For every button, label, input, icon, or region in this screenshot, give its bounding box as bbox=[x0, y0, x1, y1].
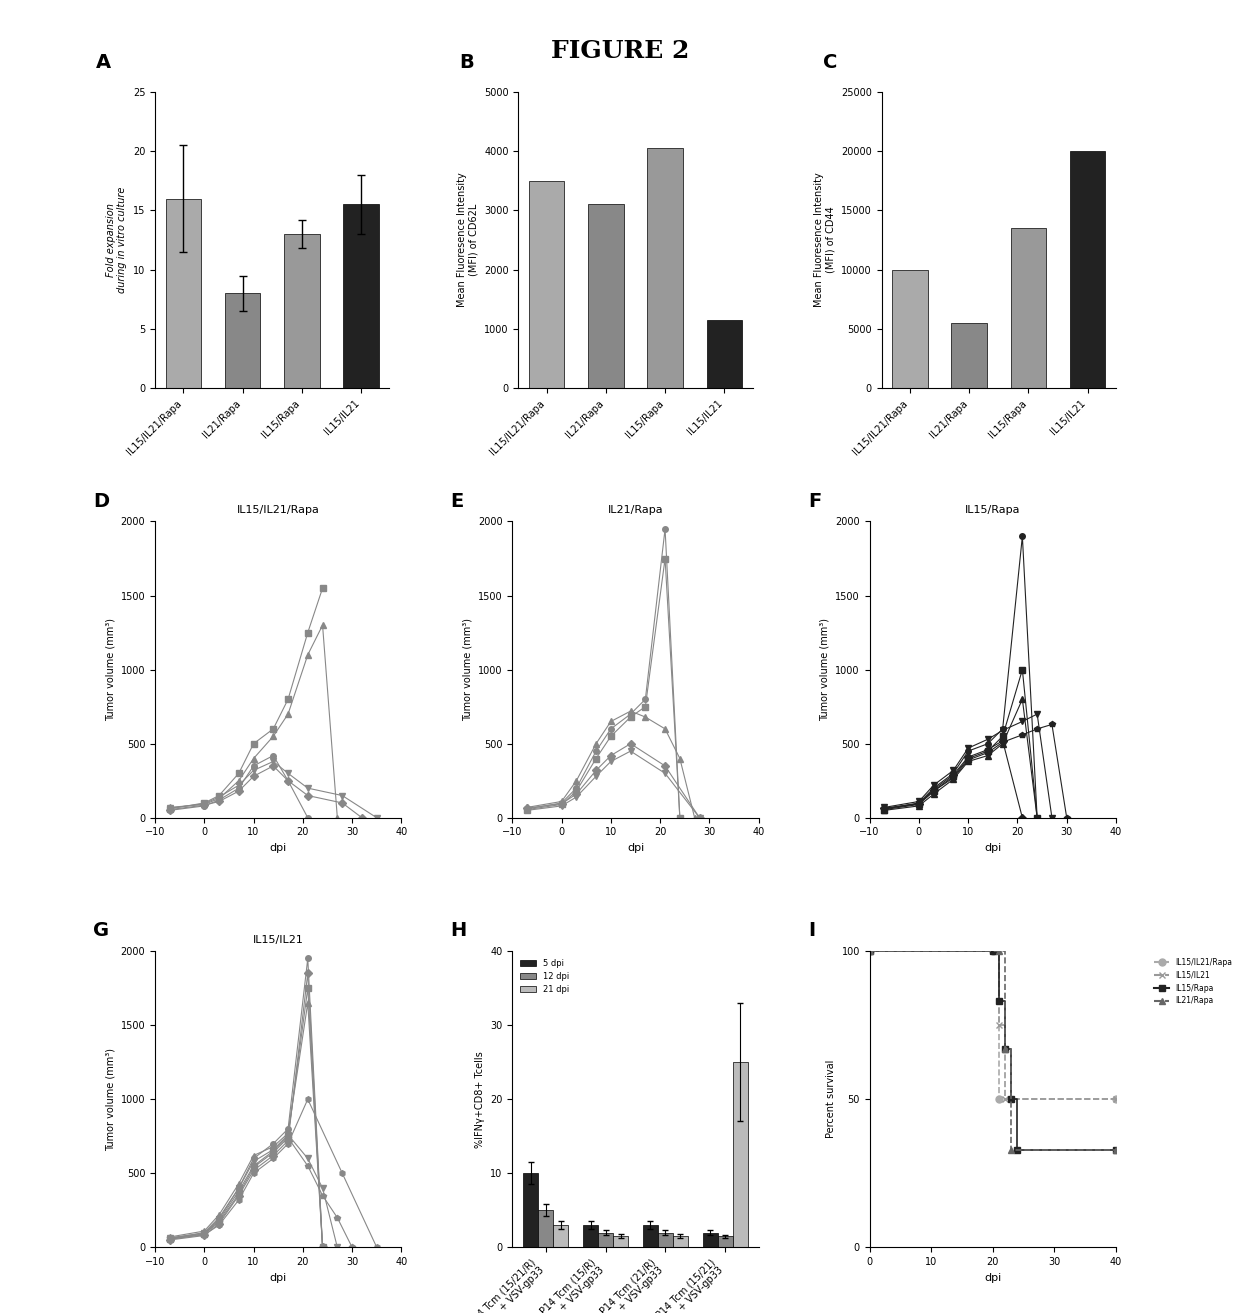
Y-axis label: Mean Fluoresence Intensity
(MFI) of CD44: Mean Fluoresence Intensity (MFI) of CD44 bbox=[813, 173, 836, 307]
Bar bbox=[583, 1225, 598, 1247]
X-axis label: dpi: dpi bbox=[985, 1272, 1002, 1283]
Bar bbox=[588, 205, 624, 389]
Text: H: H bbox=[450, 922, 467, 940]
Y-axis label: Tumor volume (mm³): Tumor volume (mm³) bbox=[105, 1048, 115, 1150]
Bar bbox=[647, 148, 683, 389]
Bar bbox=[718, 1237, 733, 1247]
Bar bbox=[658, 1233, 673, 1247]
Text: A: A bbox=[97, 54, 112, 72]
Bar bbox=[343, 205, 378, 389]
X-axis label: dpi: dpi bbox=[985, 843, 1002, 853]
Y-axis label: Tumor volume (mm³): Tumor volume (mm³) bbox=[820, 618, 830, 721]
Text: C: C bbox=[823, 54, 837, 72]
Bar bbox=[538, 1211, 553, 1247]
Title: IL15/IL21: IL15/IL21 bbox=[253, 935, 304, 945]
Bar bbox=[673, 1237, 688, 1247]
X-axis label: dpi: dpi bbox=[627, 843, 644, 853]
Y-axis label: Tumor volume (mm³): Tumor volume (mm³) bbox=[463, 618, 472, 721]
Bar bbox=[598, 1233, 613, 1247]
Bar bbox=[707, 320, 742, 389]
Legend: IL15/IL21/Rapa, IL15/IL21, IL15/Rapa, IL21/Rapa: IL15/IL21/Rapa, IL15/IL21, IL15/Rapa, IL… bbox=[1151, 955, 1235, 1008]
Y-axis label: Mean Fluoresence Intensity
(MFI) of CD62L: Mean Fluoresence Intensity (MFI) of CD62… bbox=[456, 173, 479, 307]
Title: IL21/Rapa: IL21/Rapa bbox=[608, 506, 663, 515]
Text: E: E bbox=[450, 491, 464, 511]
Bar bbox=[1070, 151, 1105, 389]
X-axis label: dpi: dpi bbox=[269, 843, 286, 853]
Title: IL15/IL21/Rapa: IL15/IL21/Rapa bbox=[237, 506, 320, 515]
Text: F: F bbox=[808, 491, 821, 511]
X-axis label: dpi: dpi bbox=[269, 1272, 286, 1283]
Bar bbox=[1011, 228, 1047, 389]
Bar bbox=[613, 1237, 627, 1247]
Title: IL15/Rapa: IL15/Rapa bbox=[965, 506, 1021, 515]
Bar bbox=[703, 1233, 718, 1247]
Y-axis label: Tumor volume (mm³): Tumor volume (mm³) bbox=[105, 618, 115, 721]
Bar bbox=[166, 198, 201, 389]
Bar bbox=[951, 323, 987, 389]
Text: FIGURE 2: FIGURE 2 bbox=[551, 39, 689, 63]
Bar bbox=[523, 1174, 538, 1247]
Y-axis label: Percent survival: Percent survival bbox=[826, 1060, 836, 1138]
Y-axis label: Fold expansion
during in vitro culture: Fold expansion during in vitro culture bbox=[105, 186, 128, 293]
Y-axis label: %IFNγ+CD8+ Tcells: %IFNγ+CD8+ Tcells bbox=[475, 1050, 485, 1148]
Bar bbox=[529, 181, 564, 389]
Bar bbox=[224, 293, 260, 389]
Text: D: D bbox=[93, 491, 109, 511]
Bar bbox=[893, 269, 928, 389]
Text: G: G bbox=[93, 922, 109, 940]
Bar bbox=[733, 1062, 748, 1247]
Bar bbox=[644, 1225, 658, 1247]
Text: I: I bbox=[808, 922, 815, 940]
Text: B: B bbox=[460, 54, 475, 72]
Bar bbox=[284, 234, 320, 389]
Bar bbox=[553, 1225, 568, 1247]
Legend: 5 dpi, 12 dpi, 21 dpi: 5 dpi, 12 dpi, 21 dpi bbox=[517, 956, 573, 998]
